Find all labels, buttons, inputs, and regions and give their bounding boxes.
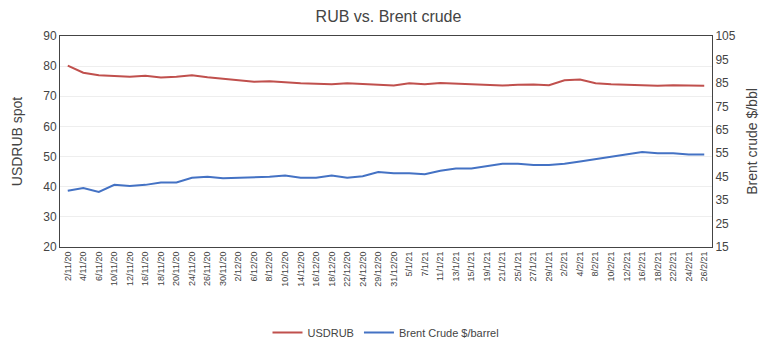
svg-text:7/1/21: 7/1/21	[420, 252, 430, 277]
svg-text:2/11/20: 2/11/20	[63, 252, 73, 281]
svg-text:8/12/20: 8/12/20	[264, 252, 274, 282]
svg-text:95: 95	[715, 53, 729, 67]
svg-text:13/1/21: 13/1/21	[451, 252, 461, 282]
svg-text:16/11/20: 16/11/20	[140, 252, 150, 286]
svg-text:12/2/21: 12/2/21	[622, 252, 632, 282]
svg-text:20: 20	[43, 240, 57, 254]
svg-text:19/1/21: 19/1/21	[482, 252, 492, 282]
svg-text:29/12/20: 29/12/20	[373, 252, 383, 287]
svg-text:60: 60	[43, 120, 57, 134]
svg-text:USDRUB spot: USDRUB spot	[9, 97, 25, 187]
svg-text:16/2/21: 16/2/21	[637, 252, 647, 282]
svg-text:15/1/21: 15/1/21	[466, 252, 476, 282]
svg-text:RUB vs. Brent crude: RUB vs. Brent crude	[316, 8, 462, 25]
svg-text:20/11/20: 20/11/20	[171, 252, 181, 286]
svg-text:25/1/21: 25/1/21	[513, 252, 523, 282]
svg-text:30/11/20: 30/11/20	[218, 252, 228, 286]
svg-text:50: 50	[43, 150, 57, 164]
svg-text:18/12/20: 18/12/20	[327, 252, 337, 287]
svg-text:85: 85	[715, 76, 729, 90]
svg-text:4/11/20: 4/11/20	[78, 252, 88, 281]
svg-text:45: 45	[715, 170, 729, 184]
svg-text:105: 105	[715, 29, 735, 43]
svg-text:6/11/20: 6/11/20	[94, 252, 104, 281]
svg-text:26/2/21: 26/2/21	[699, 252, 709, 282]
svg-text:25: 25	[715, 217, 729, 231]
svg-text:10/2/21: 10/2/21	[606, 252, 616, 282]
svg-text:40: 40	[43, 180, 57, 194]
svg-text:15: 15	[715, 240, 729, 254]
svg-text:65: 65	[715, 123, 729, 137]
svg-text:80: 80	[43, 59, 57, 73]
svg-text:2/2/21: 2/2/21	[559, 252, 569, 277]
svg-text:90: 90	[43, 29, 57, 43]
svg-text:10/12/20: 10/12/20	[280, 252, 290, 287]
svg-text:4/2/21: 4/2/21	[575, 252, 585, 277]
svg-text:30: 30	[43, 210, 57, 224]
svg-text:18/11/20: 18/11/20	[156, 252, 166, 286]
svg-text:55: 55	[715, 146, 729, 160]
svg-text:6/12/20: 6/12/20	[249, 252, 259, 282]
svg-text:29/1/21: 29/1/21	[544, 252, 554, 282]
svg-text:26/11/20: 26/11/20	[202, 252, 212, 286]
svg-text:24/2/21: 24/2/21	[684, 252, 694, 282]
svg-text:35: 35	[715, 193, 729, 207]
svg-text:75: 75	[715, 100, 729, 114]
svg-text:10/11/20: 10/11/20	[109, 252, 119, 286]
svg-text:12/11/20: 12/11/20	[125, 252, 135, 286]
svg-text:21/1/21: 21/1/21	[497, 252, 507, 282]
svg-text:14/12/20: 14/12/20	[296, 252, 306, 287]
svg-text:16/12/20: 16/12/20	[311, 252, 321, 287]
svg-text:5/1/21: 5/1/21	[404, 252, 414, 277]
svg-text:Brent Crude $/barrel: Brent Crude $/barrel	[399, 327, 499, 339]
svg-text:22/2/21: 22/2/21	[668, 252, 678, 282]
svg-text:70: 70	[43, 89, 57, 103]
svg-text:18/2/21: 18/2/21	[653, 252, 663, 282]
svg-text:USDRUB: USDRUB	[308, 327, 354, 339]
svg-text:22/12/20: 22/12/20	[342, 252, 352, 287]
svg-text:24/12/20: 24/12/20	[358, 252, 368, 287]
svg-text:31/12/20: 31/12/20	[389, 252, 399, 287]
svg-text:27/1/21: 27/1/21	[528, 252, 538, 282]
svg-text:11/1/21: 11/1/21	[435, 252, 445, 281]
svg-text:Brent crude $/bbl: Brent crude $/bbl	[744, 88, 760, 195]
svg-text:24/11/20: 24/11/20	[187, 252, 197, 286]
svg-text:2/12/20: 2/12/20	[233, 252, 243, 282]
svg-text:8/2/21: 8/2/21	[590, 252, 600, 277]
